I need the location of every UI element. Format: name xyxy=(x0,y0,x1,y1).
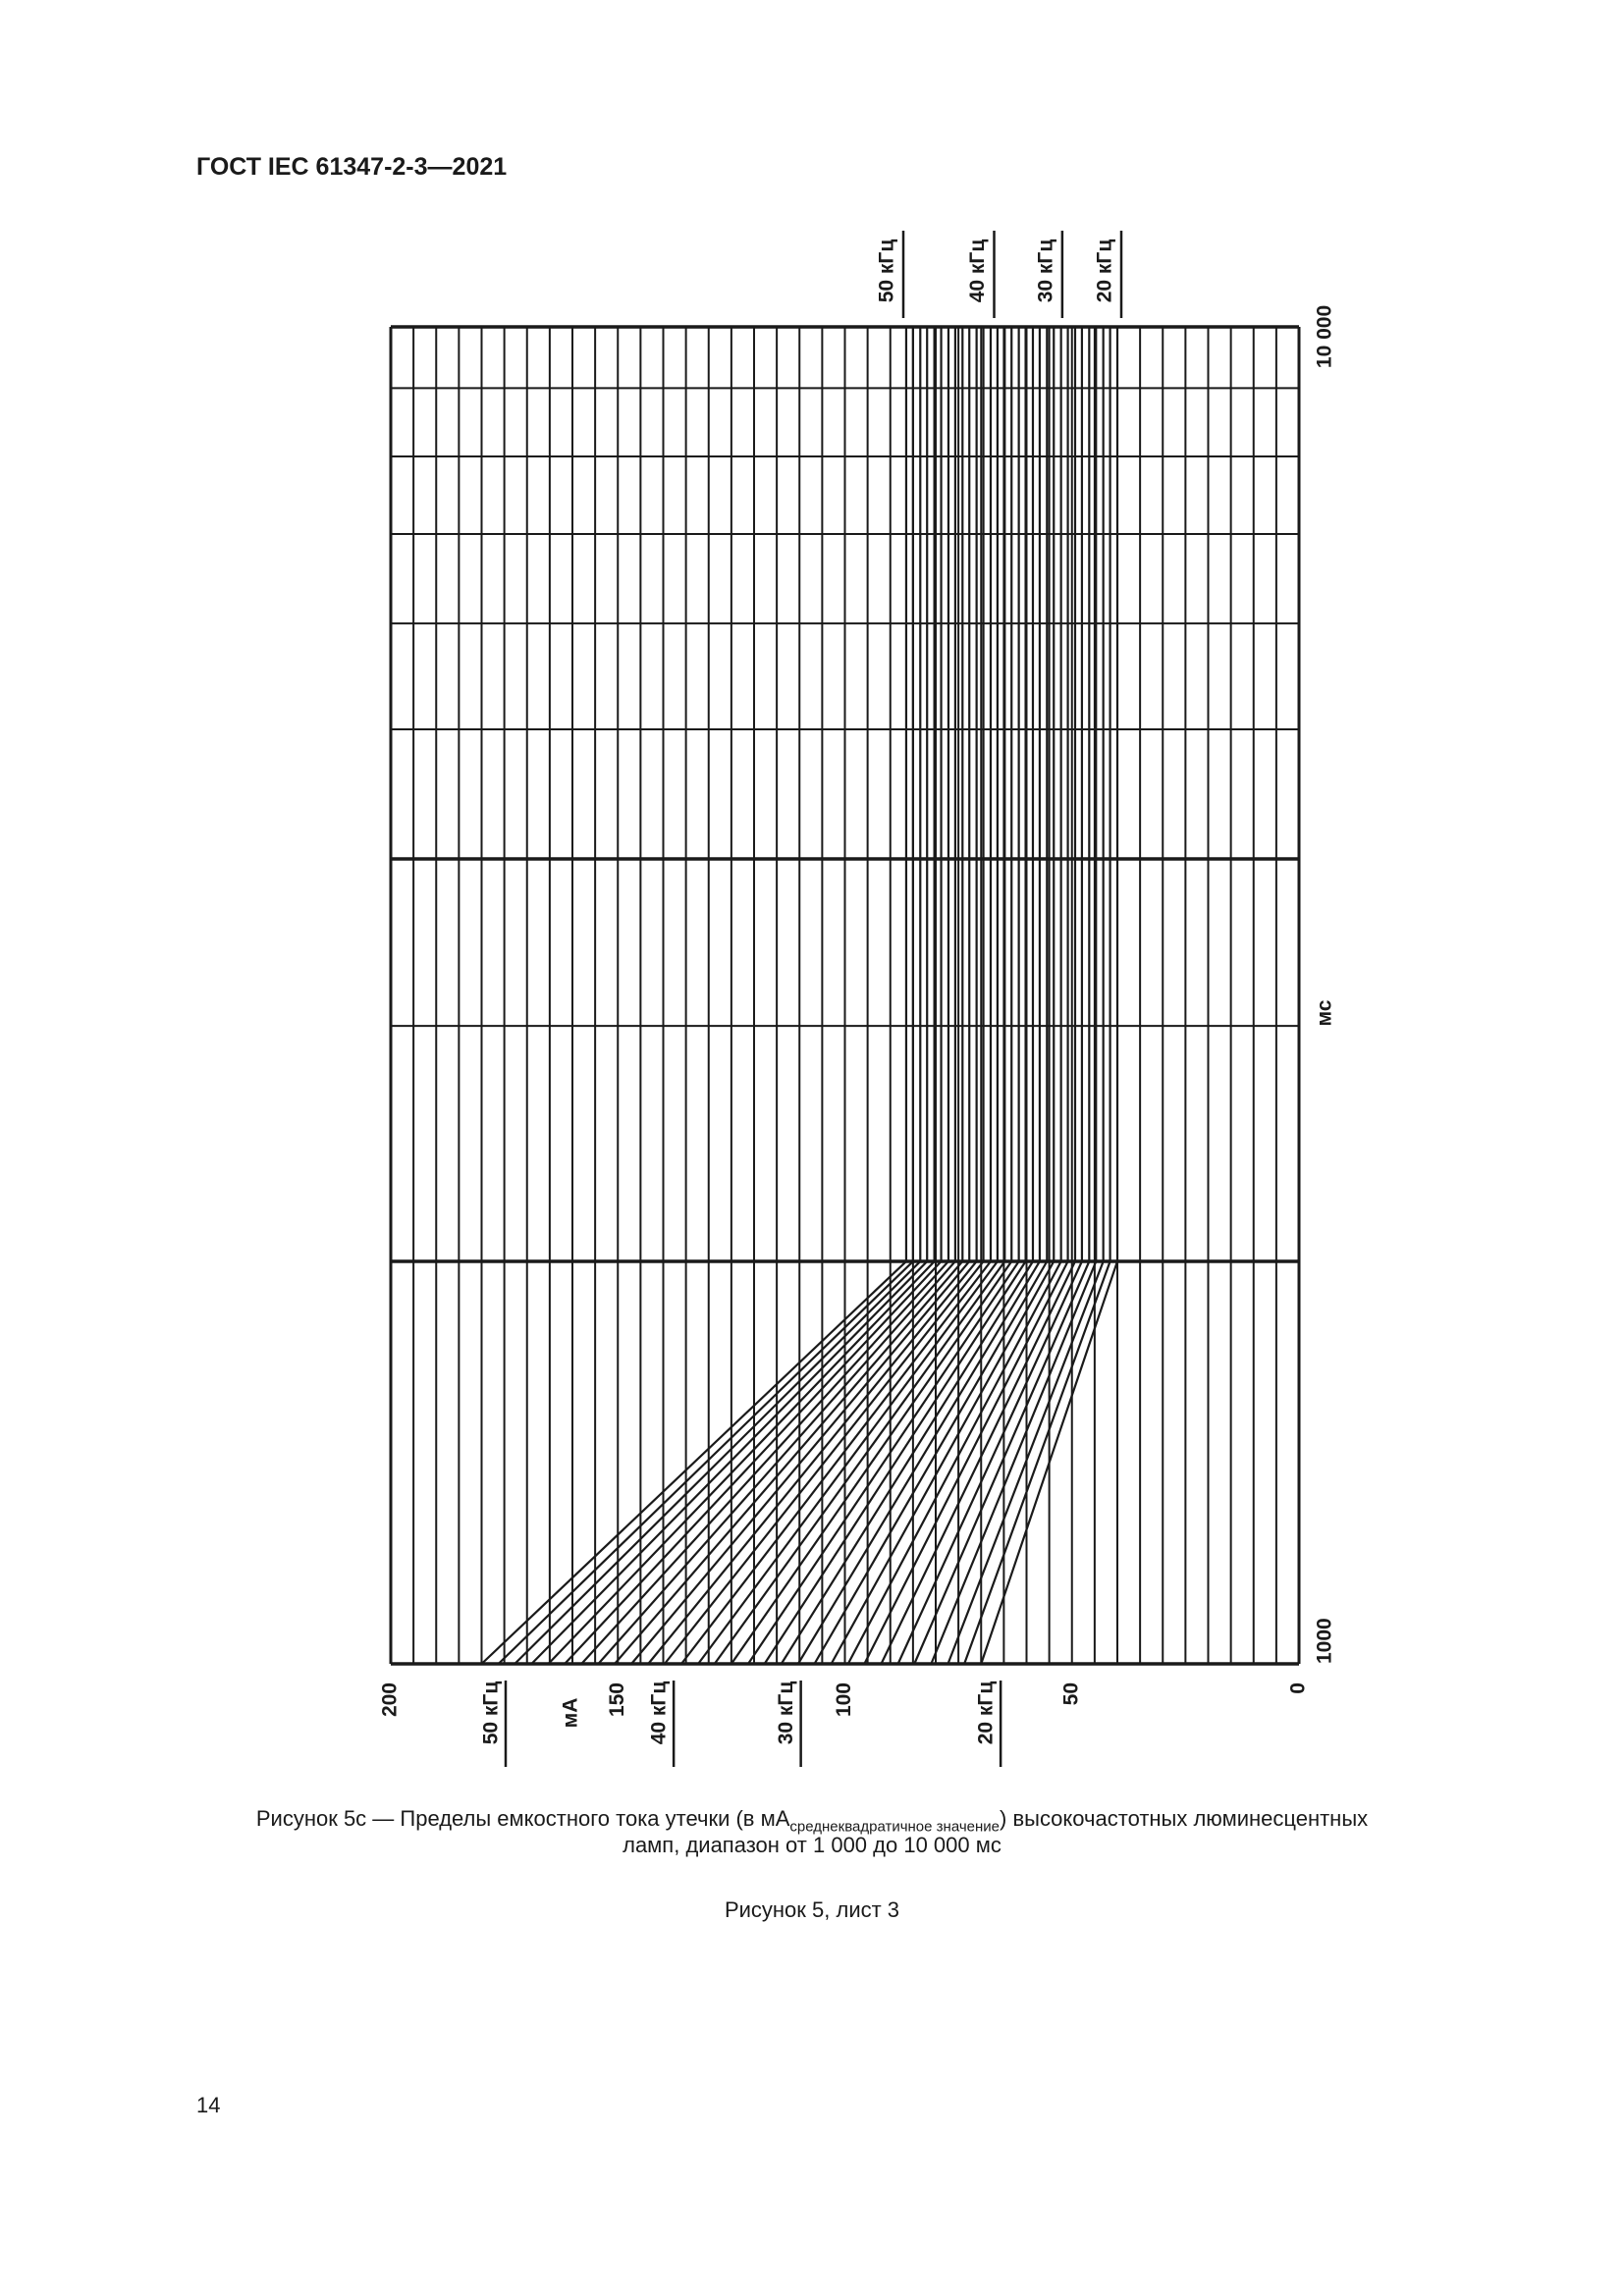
limit-curve-20khz xyxy=(980,327,1119,1665)
limit-curve-47khz xyxy=(530,327,929,1665)
limit-curve-34khz xyxy=(747,327,1020,1665)
limit-curve-43khz xyxy=(597,327,956,1665)
figure-caption: Рисунок 5с — Пределы емкостного тока уте… xyxy=(0,1807,1624,1839)
current-tick-label: 100 xyxy=(833,1682,855,1717)
limit-curve-28khz xyxy=(846,327,1062,1665)
limit-curve-30khz xyxy=(813,327,1049,1665)
limit-curve-45khz xyxy=(564,327,943,1665)
current-tick-label: 50 xyxy=(1059,1682,1082,1705)
limit-curve-22khz xyxy=(947,327,1105,1665)
chart-curves xyxy=(480,327,1119,1665)
limit-curve-41khz xyxy=(630,327,971,1665)
chart-grid xyxy=(389,325,1301,1666)
chart-labels: 200 150 100 50 0 мА 50 кГц 40 кГц 30 кГц 20 кГц 50… xyxy=(379,231,1336,1767)
frequency-label-bottom: 40 кГц xyxy=(648,1682,671,1745)
limit-curve-37khz xyxy=(697,327,1000,1665)
time-tick-label: 1000 xyxy=(1314,1618,1336,1664)
current-tick-label: 0 xyxy=(1287,1682,1310,1694)
limit-curve-40khz xyxy=(647,327,978,1665)
limit-curve-24khz xyxy=(913,327,1091,1665)
frequency-label-bottom: 20 кГц xyxy=(975,1682,998,1745)
limit-curve-46khz xyxy=(547,327,936,1665)
limit-curve-49khz xyxy=(497,327,914,1665)
limit-curve-27khz xyxy=(863,327,1069,1665)
limit-curve-32khz xyxy=(780,327,1035,1665)
frequency-label-top: 40 кГц xyxy=(966,240,989,303)
limit-curve-25khz xyxy=(896,327,1084,1665)
limit-curve-21khz xyxy=(963,327,1111,1665)
current-axis-label: мА xyxy=(560,1698,582,1729)
limit-curve-33khz xyxy=(763,327,1027,1665)
frequency-label-top: 20 кГц xyxy=(1094,240,1116,303)
caption-text-end: ) высокочастотных люминесцентных xyxy=(1000,1806,1369,1831)
limit-curve-44khz xyxy=(580,327,950,1665)
page-number: 14 xyxy=(196,2093,221,2117)
limit-curve-36khz xyxy=(713,327,1006,1665)
limit-curve-29khz xyxy=(830,327,1056,1665)
caption-subscript: среднеквадратичное значение xyxy=(789,1818,1000,1836)
frequency-label-top: 50 кГц xyxy=(876,240,898,303)
figure-caption-line2: ламп, диапазон от 1 000 до 10 000 мс xyxy=(623,1833,1001,1857)
caption-text: Рисунок 5с — Пределы емкостного тока уте… xyxy=(255,1806,790,1831)
time-axis-label: мс xyxy=(1314,999,1336,1026)
time-tick-label: 10 000 xyxy=(1314,305,1336,368)
limit-curve-38khz xyxy=(680,327,993,1665)
limit-curve-48khz xyxy=(514,327,922,1665)
limit-curve-31khz xyxy=(796,327,1042,1665)
limit-curve-26khz xyxy=(880,327,1077,1665)
limit-curve-50khz xyxy=(480,327,908,1665)
current-tick-label: 200 xyxy=(379,1682,402,1717)
limit-curve-35khz xyxy=(730,327,1013,1665)
frequency-label-bottom: 50 кГц xyxy=(480,1682,503,1745)
document-header: ГОСТ IEC 61347-2-3—2021 xyxy=(196,153,508,181)
limit-curve-23khz xyxy=(930,327,1098,1665)
limit-curve-39khz xyxy=(664,327,985,1665)
frequency-label-bottom: 30 кГц xyxy=(775,1682,797,1745)
current-tick-label: 150 xyxy=(606,1682,628,1717)
limit-curve-42khz xyxy=(614,327,964,1665)
figure-sheet-label: Рисунок 5, лист 3 xyxy=(724,1897,900,1922)
frequency-label-top: 30 кГц xyxy=(1034,240,1056,303)
